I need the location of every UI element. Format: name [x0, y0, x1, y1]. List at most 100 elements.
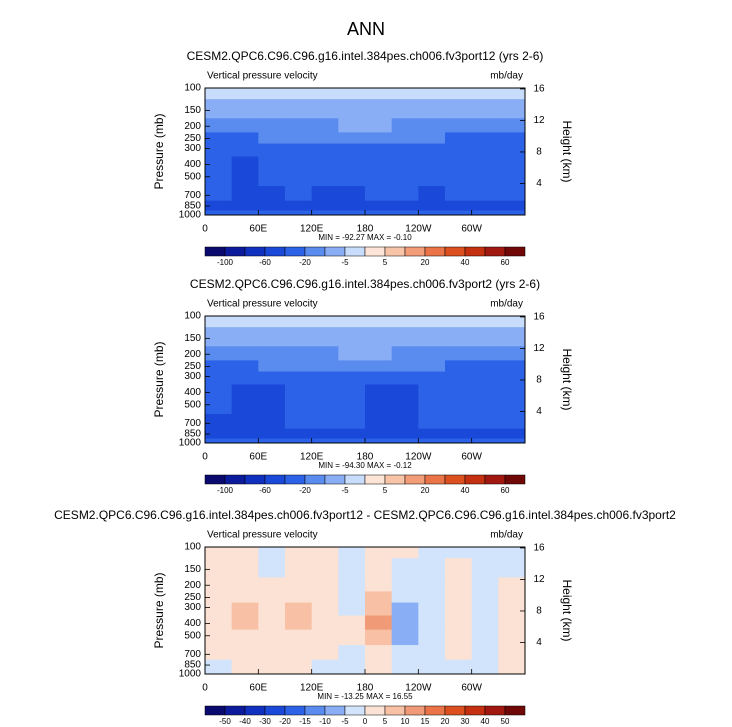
panel-title: CESM2.QPC6.C96.C96.g16.intel.384pes.ch00…: [187, 49, 544, 63]
contour-cell: [338, 629, 366, 646]
y2-tick-label: 8: [536, 147, 542, 158]
x-tick-label: 60W: [461, 452, 482, 463]
contour-cell: [365, 316, 393, 328]
contour-cell: [231, 659, 259, 671]
y-tick-label: 100: [184, 542, 201, 553]
contour-cell: [311, 577, 339, 592]
contour-cell: [498, 645, 526, 661]
contour-cell: [418, 156, 446, 172]
y-tick-label: 400: [184, 387, 201, 398]
contour-cell: [471, 384, 499, 400]
contour-cell: [471, 170, 499, 187]
contour-cell: [471, 659, 499, 671]
stats: MIN = -13.25 MAX = 16.55: [317, 692, 413, 701]
contour-cell: [365, 99, 393, 119]
contour-cell: [445, 629, 473, 646]
x-tick-label: 120E: [300, 224, 324, 235]
contour-cell: [498, 414, 526, 430]
contour-cell: [231, 316, 259, 328]
y-tick-label: 850: [184, 201, 201, 212]
y-tick-label: 250: [184, 133, 201, 144]
contour-cell: [418, 384, 446, 400]
contour-cell: [285, 371, 313, 386]
contour-cell: [231, 143, 259, 158]
contour-cell: [471, 88, 499, 100]
contour-cell: [311, 547, 339, 559]
contour-cell: [365, 156, 393, 172]
contour-cell: [471, 577, 499, 592]
x-tick-label: 0: [202, 452, 208, 463]
contour-cell: [205, 547, 233, 559]
contour-cell: [285, 398, 313, 415]
contour-cell: [258, 210, 286, 216]
contour-cell: [391, 547, 419, 559]
contour-cell: [311, 384, 339, 400]
contour-cell: [365, 438, 393, 444]
contour-cell: [365, 591, 393, 604]
contour-cell: [338, 371, 366, 386]
contour-cell: [311, 360, 339, 373]
y2-tick-label: 4: [536, 406, 542, 417]
contour-cell: [338, 327, 366, 347]
y-tick-label: 300: [184, 371, 201, 382]
contour-cell: [418, 170, 446, 187]
contour-cell: [471, 438, 499, 444]
contour-cell: [205, 88, 233, 100]
contour-cell: [471, 629, 499, 646]
colorbar-label: 40: [461, 258, 470, 267]
contour-cell: [311, 118, 339, 133]
contour-cell: [285, 645, 313, 661]
x-tick-label: 60W: [461, 224, 482, 235]
contour-cell: [231, 99, 259, 119]
contour-cell: [338, 591, 366, 604]
contour-cell: [231, 669, 259, 675]
contour-cell: [231, 156, 259, 172]
contour-cell: [285, 615, 313, 631]
colorbar-label: -60: [259, 486, 271, 495]
contour-cell: [205, 210, 233, 216]
y-tick-label: 150: [184, 105, 201, 116]
contour-cell: [231, 200, 259, 212]
colorbar-box: [304, 246, 326, 257]
contour-cell: [418, 669, 446, 675]
colorbar-box: [384, 246, 406, 257]
contour-cell: [311, 186, 339, 202]
contour-cell: [445, 669, 473, 675]
contour-cell: [205, 99, 233, 119]
contour-cell: [391, 346, 419, 361]
colorbar-box: [324, 705, 346, 716]
colorbar-label: 60: [501, 258, 510, 267]
contour-cell: [418, 327, 446, 347]
contour-cell: [231, 371, 259, 386]
contour-cell: [418, 118, 446, 133]
colorbar-label: 15: [421, 717, 430, 726]
contour-cell: [365, 428, 393, 440]
colorbar-label: -40: [239, 717, 251, 726]
contour-cell: [418, 398, 446, 415]
contour-cell: [205, 428, 233, 440]
colorbar-label: -5: [341, 258, 349, 267]
contour-cell: [285, 360, 313, 373]
colorbar-label: -50: [219, 717, 231, 726]
contour-cell: [471, 615, 499, 631]
contour-cell: [498, 558, 526, 578]
contour-cell: [391, 360, 419, 373]
contour-cell: [391, 316, 419, 328]
contour-cell: [231, 414, 259, 430]
colorbar-box: [404, 705, 426, 716]
x-tick-label: 60W: [461, 683, 482, 694]
contour-cell: [285, 629, 313, 646]
contour-cell: [391, 558, 419, 578]
contour-cell: [498, 360, 526, 373]
y-tick-label: 400: [184, 618, 201, 629]
contour-cell: [205, 645, 233, 661]
contour-cell: [498, 428, 526, 440]
colorbar-box: [384, 705, 406, 716]
y2-axis-label: Height (km): [560, 348, 574, 410]
contour-cell: [285, 156, 313, 172]
contour-cell: [311, 398, 339, 415]
x-tick-label: 0: [202, 224, 208, 235]
x-tick-label: 60E: [249, 452, 267, 463]
y2-tick-label: 16: [533, 543, 545, 554]
contour-cell: [205, 591, 233, 604]
